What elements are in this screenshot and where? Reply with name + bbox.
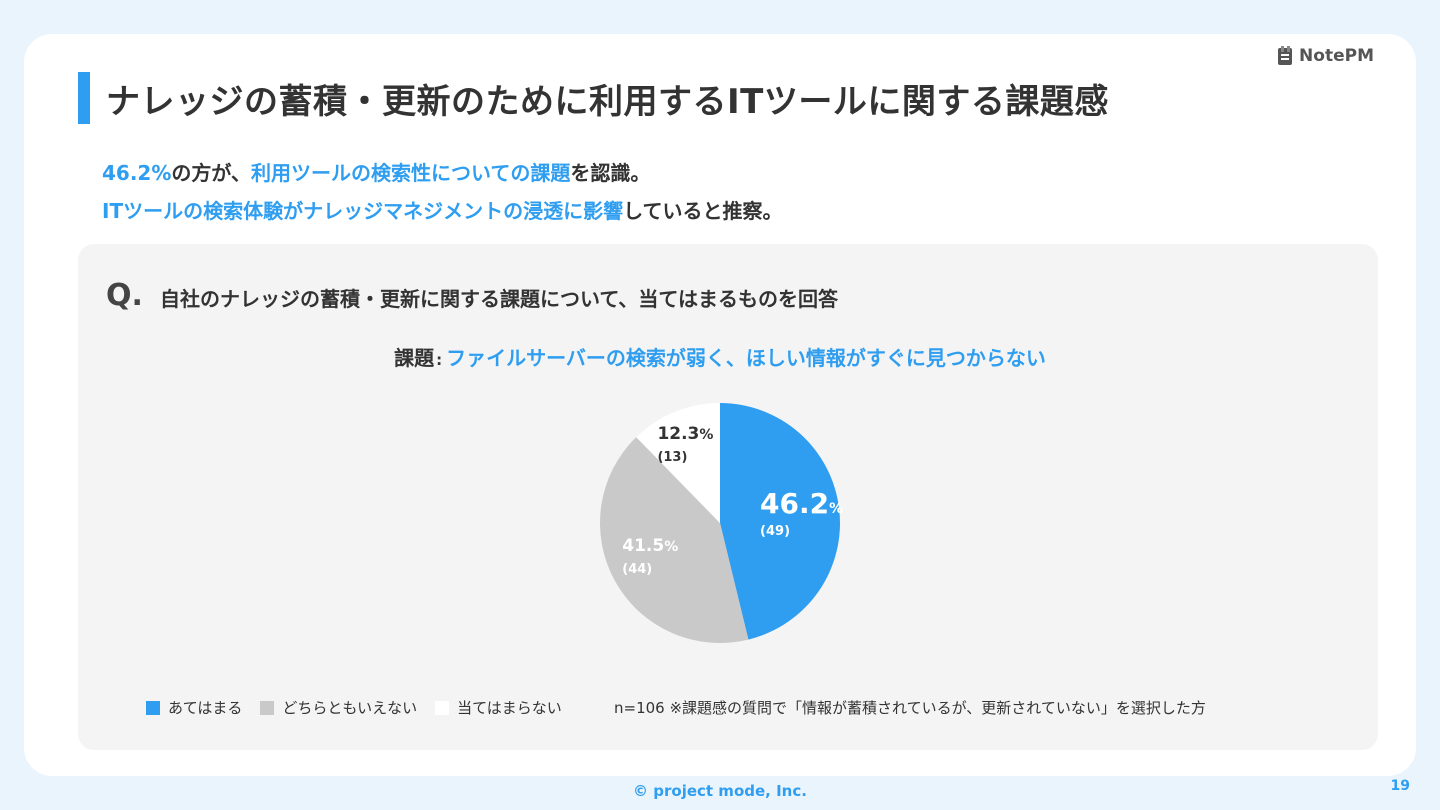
- summary-line1-segment: を認識。: [570, 161, 651, 185]
- summary-line-1: 46.2%の方が、利用ツールの検索性についての課題を認識。: [102, 154, 783, 192]
- summary-line1-segment: 46.2%: [102, 161, 172, 185]
- pie-count-label: (13): [657, 450, 687, 465]
- question-text: 自社のナレッジの蓄積・更新に関する課題について、当てはまるものを回答: [160, 287, 838, 311]
- issue-label: 課題: [394, 346, 435, 370]
- logo-text: NotePM: [1299, 46, 1374, 66]
- summary-line1-segment: 利用ツールの検索性についての課題: [251, 161, 571, 185]
- pie-slice: [636, 403, 720, 523]
- legend-label: どちらともいえない: [282, 699, 418, 717]
- copyright-footer: © project mode, Inc.: [633, 782, 807, 800]
- legend-swatch: [146, 700, 160, 715]
- legend-label: あてはまる: [168, 699, 243, 717]
- summary-line2-segment: していると推察。: [623, 199, 783, 223]
- legend-item-not-applies: 当てはまらない: [435, 697, 562, 718]
- summary-line-2: ITツールの検索体験がナレッジマネジメントの浸透に影響していると推察。: [102, 192, 783, 230]
- pie-percent-label: 41.5%: [622, 536, 678, 556]
- issue-separator: :: [436, 351, 443, 369]
- legend-swatch: [260, 700, 275, 715]
- issue-text: ファイルサーバーの検索が弱く、ほしい情報がすぐに見つからない: [446, 346, 1046, 370]
- pie-chart: 46.2% (49) 41.5% (44) 12.3% (13): [599, 403, 843, 643]
- summary-line1-segment: の方が、: [171, 161, 251, 185]
- summary-line2-segment: ITツールの検索体験がナレッジマネジメントの浸透に影響: [102, 199, 624, 223]
- pie-count-label: (49): [760, 524, 790, 539]
- legend-item-neutral: どちらともいえない: [260, 697, 417, 718]
- chart-legend: あてはまる どちらともいえない 当てはまらない: [146, 697, 580, 718]
- page-title: ナレッジの蓄積・更新のために利用するITツールに関する課題感: [106, 82, 1109, 122]
- pie-slice: [599, 437, 749, 643]
- pie-count-label: (44): [622, 562, 652, 577]
- notepm-logo-icon: [1277, 46, 1295, 66]
- page-number: 19: [1390, 778, 1410, 794]
- pie-percent-label: 12.3%: [657, 424, 713, 444]
- legend-swatch: [435, 700, 450, 715]
- legend-label: 当てはまらない: [457, 699, 562, 717]
- title-accent-bar: [78, 72, 90, 124]
- issue-heading: 課題: ファイルサーバーの検索が弱く、ほしい情報がすぐに見つからない: [0, 342, 1440, 371]
- question-mark: Q.: [106, 278, 143, 313]
- pie-percent-label: 46.2%: [760, 487, 843, 520]
- sample-note: n=106 ※課題感の質問で「情報が蓄積されているが、更新されていない」を選択し…: [614, 699, 1206, 717]
- legend-item-applies: あてはまる: [146, 697, 242, 718]
- brand-logo: NotePM: [1277, 46, 1374, 66]
- summary: 46.2%の方が、利用ツールの検索性についての課題を認識。 ITツールの検索体験…: [102, 154, 783, 230]
- pie-slice: [720, 403, 841, 640]
